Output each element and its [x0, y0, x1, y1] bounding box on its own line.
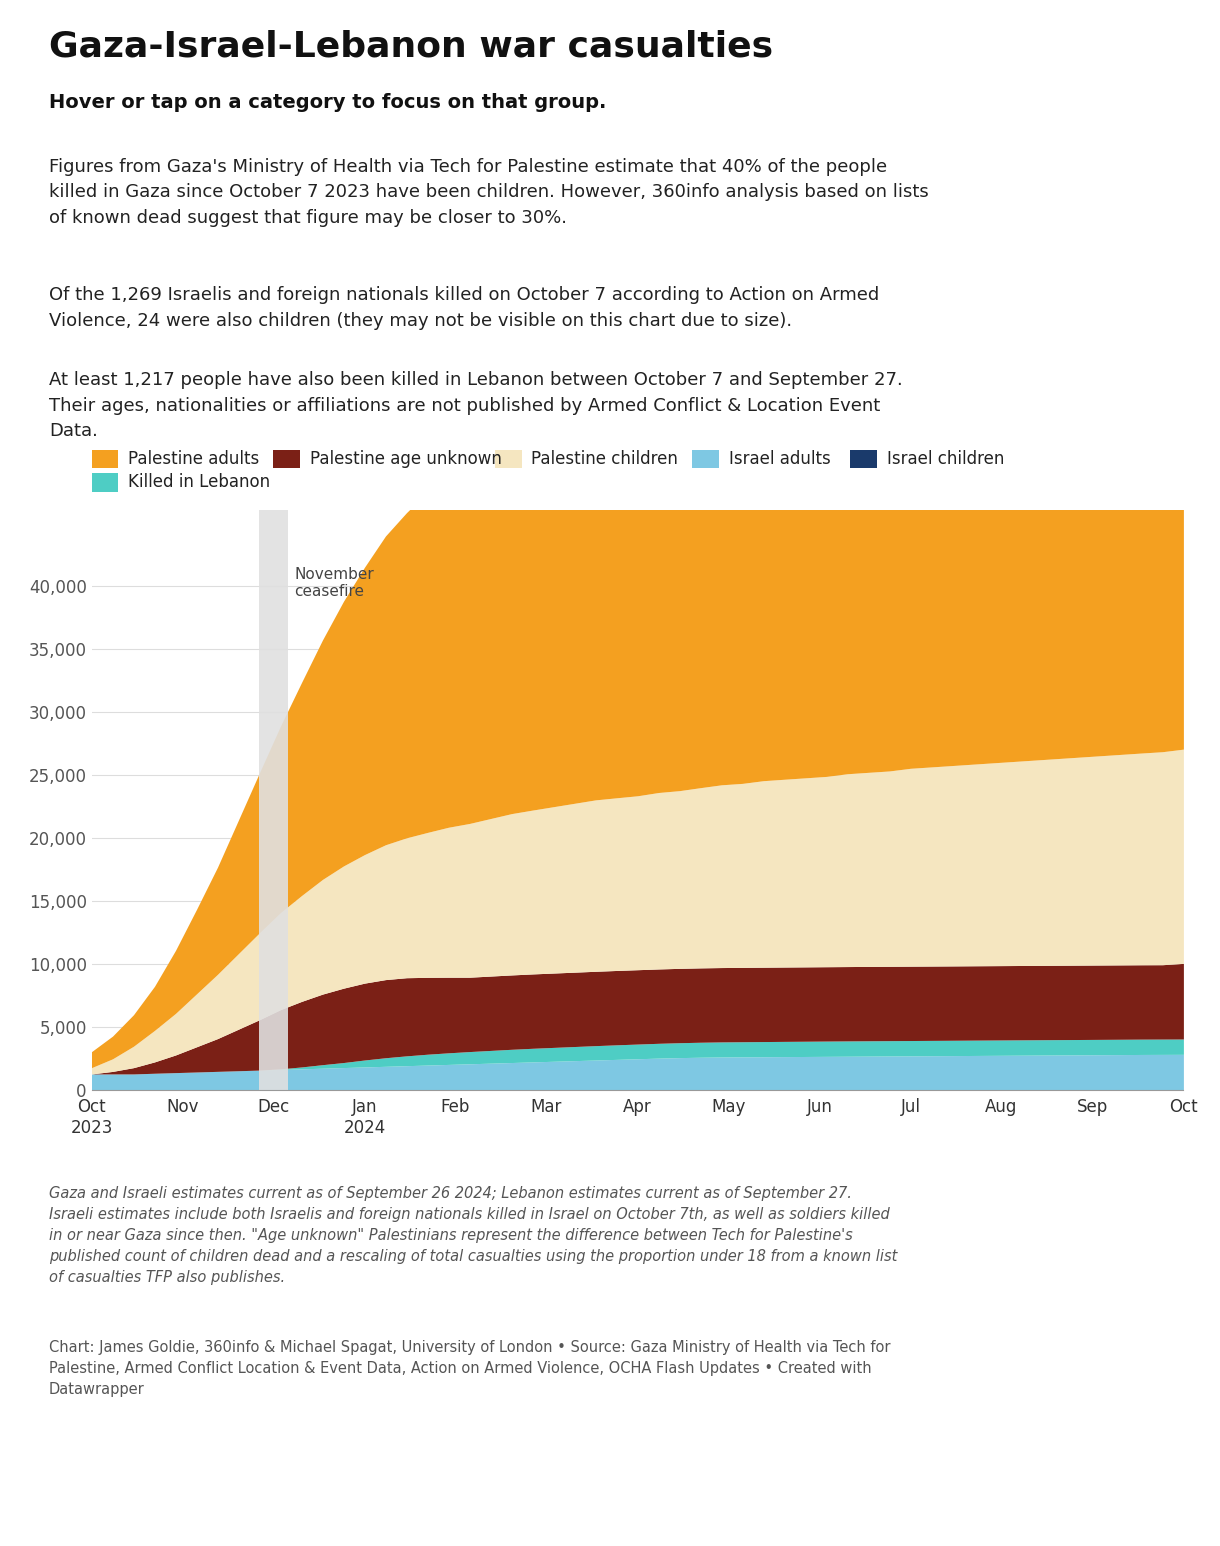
Text: Israel adults: Israel adults	[730, 450, 831, 468]
Bar	[259, 510, 288, 1090]
Text: Palestine adults: Palestine adults	[128, 450, 260, 468]
Text: Palestine age unknown: Palestine age unknown	[310, 450, 501, 468]
Text: Killed in Lebanon: Killed in Lebanon	[128, 473, 270, 492]
Text: At least 1,217 people have also been killed in Lebanon between October 7 and Sep: At least 1,217 people have also been kil…	[49, 371, 903, 441]
Text: Hover or tap on a category to focus on that group.: Hover or tap on a category to focus on t…	[49, 93, 606, 111]
Text: Chart: James Goldie, 360info & Michael Spagat, University of London • Source: Ga: Chart: James Goldie, 360info & Michael S…	[49, 1340, 891, 1398]
Text: Figures from Gaza's Ministry of Health via Tech for Palestine estimate that 40% : Figures from Gaza's Ministry of Health v…	[49, 158, 928, 227]
Text: Of the 1,269 Israelis and foreign nationals killed on October 7 according to Act: Of the 1,269 Israelis and foreign nation…	[49, 286, 880, 329]
Text: Israel children: Israel children	[887, 450, 1004, 468]
Text: Palestine children: Palestine children	[531, 450, 678, 468]
Text: Gaza-Israel-Lebanon war casualties: Gaza-Israel-Lebanon war casualties	[49, 29, 773, 63]
Text: Gaza and Israeli estimates current as of September 26 2024; Lebanon estimates cu: Gaza and Israeli estimates current as of…	[49, 1186, 897, 1285]
Text: November
ceasefire: November ceasefire	[294, 567, 375, 600]
